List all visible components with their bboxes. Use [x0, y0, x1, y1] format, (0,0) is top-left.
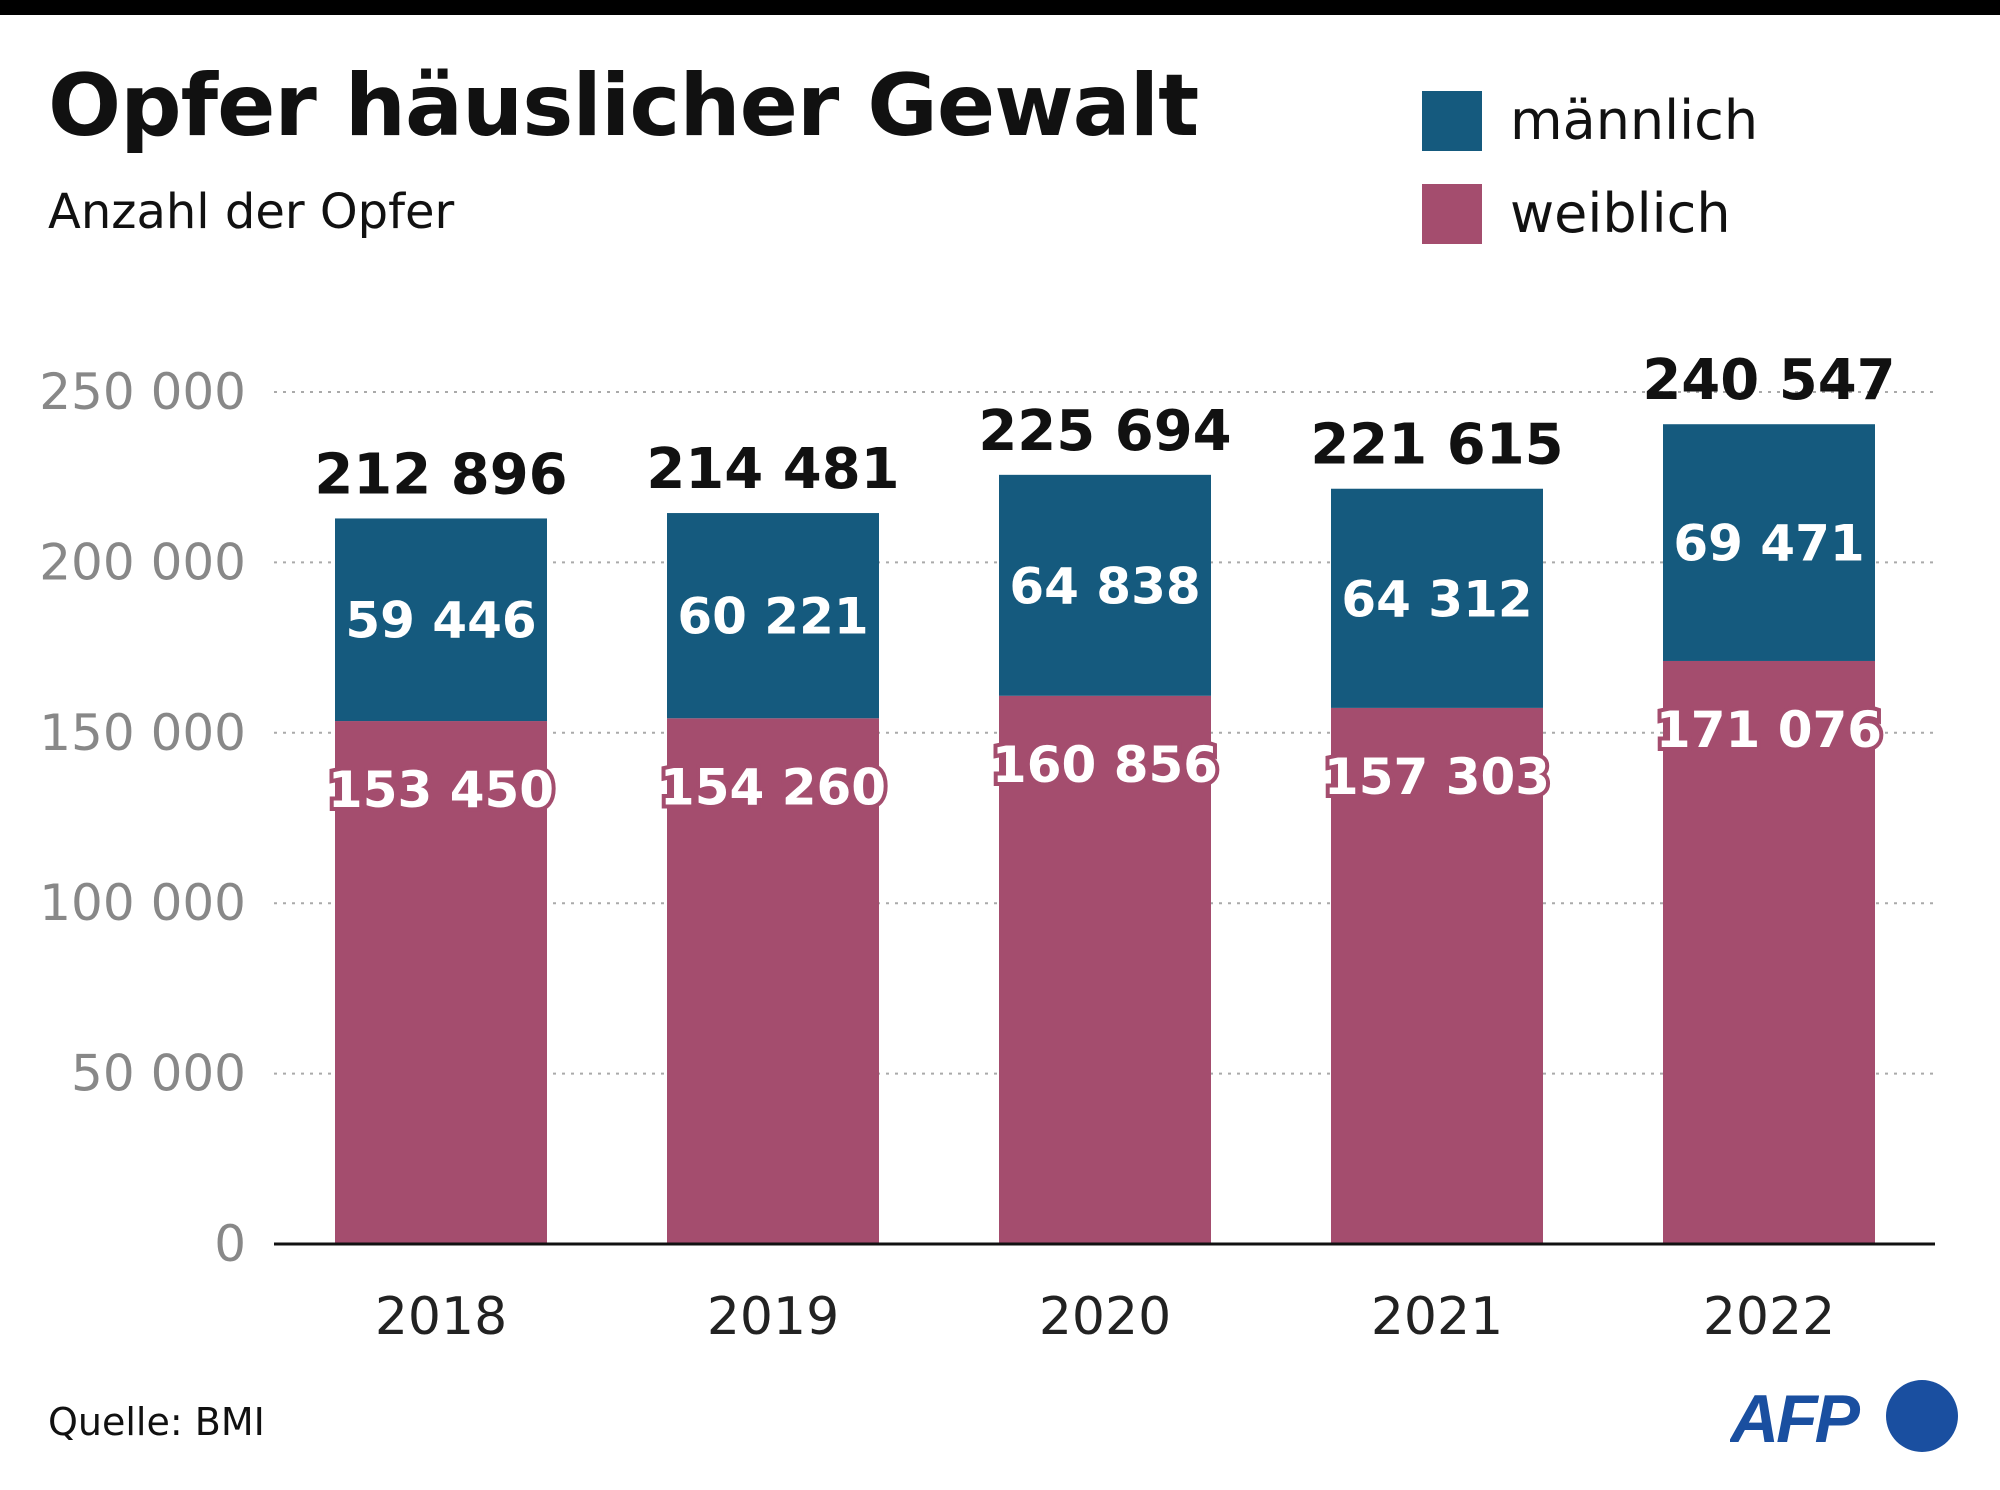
bar-male [1331, 488, 1543, 708]
x-tick-label: 2018 [375, 1287, 507, 1347]
legend-item-male: männlich [1422, 89, 1758, 152]
female-value-label: 157 303 [1324, 748, 1550, 806]
svg-text:AFP: AFP [1730, 1381, 1861, 1457]
x-tick-label: 2022 [1703, 1287, 1835, 1347]
bar-female [667, 718, 879, 1244]
bar-male [335, 518, 547, 722]
male-value-label: 64 838 [1009, 557, 1200, 615]
total-value-label: 225 694 [978, 399, 1231, 464]
total-value-label: 221 615 [1310, 413, 1563, 478]
y-tick-label: 150 000 [39, 704, 246, 762]
female-value-label: 160 856 [992, 736, 1218, 794]
bar-female [999, 695, 1211, 1244]
legend-swatch-female [1422, 183, 1482, 244]
bar-female [1663, 660, 1875, 1244]
chart-title: Opfer häuslicher Gewalt [48, 56, 1199, 156]
legend-label-male: männlich [1510, 89, 1759, 152]
male-value-label: 59 446 [345, 592, 536, 650]
male-value-label: 69 471 [1673, 515, 1864, 573]
afp-logo: AFP [1730, 1380, 1958, 1457]
bar-male [667, 513, 879, 719]
bar-male [999, 474, 1211, 696]
legend-label-female: weiblich [1510, 182, 1731, 245]
x-tick-label: 2021 [1371, 1287, 1503, 1347]
male-value-label: 60 221 [677, 588, 868, 646]
female-value-label: 154 260 [660, 758, 886, 816]
x-tick-label: 2019 [707, 1287, 839, 1347]
total-value-label: 240 547 [1642, 348, 1895, 413]
legend-item-female: weiblich [1422, 182, 1731, 245]
legend-swatch-male [1422, 90, 1482, 151]
bar-female [335, 721, 547, 1244]
y-tick-label: 200 000 [39, 533, 246, 591]
total-value-label: 214 481 [646, 437, 899, 502]
male-value-label: 64 312 [1341, 570, 1532, 628]
y-tick-label: 250 000 [39, 363, 246, 421]
y-tick-label: 50 000 [71, 1045, 246, 1103]
chart-subtitle: Anzahl der Opfer [48, 184, 455, 240]
y-tick-label: 100 000 [39, 874, 246, 932]
y-tick-label: 0 [214, 1215, 246, 1273]
x-tick-label: 2020 [1039, 1287, 1171, 1347]
female-value-label: 153 450 [328, 761, 554, 819]
female-value-label: 171 076 [1656, 701, 1882, 759]
bar-female [1331, 707, 1543, 1244]
source-note: Quelle: BMI [48, 1400, 265, 1444]
top-bar [0, 0, 2000, 15]
bar-male [1663, 424, 1875, 661]
total-value-label: 212 896 [314, 442, 567, 507]
